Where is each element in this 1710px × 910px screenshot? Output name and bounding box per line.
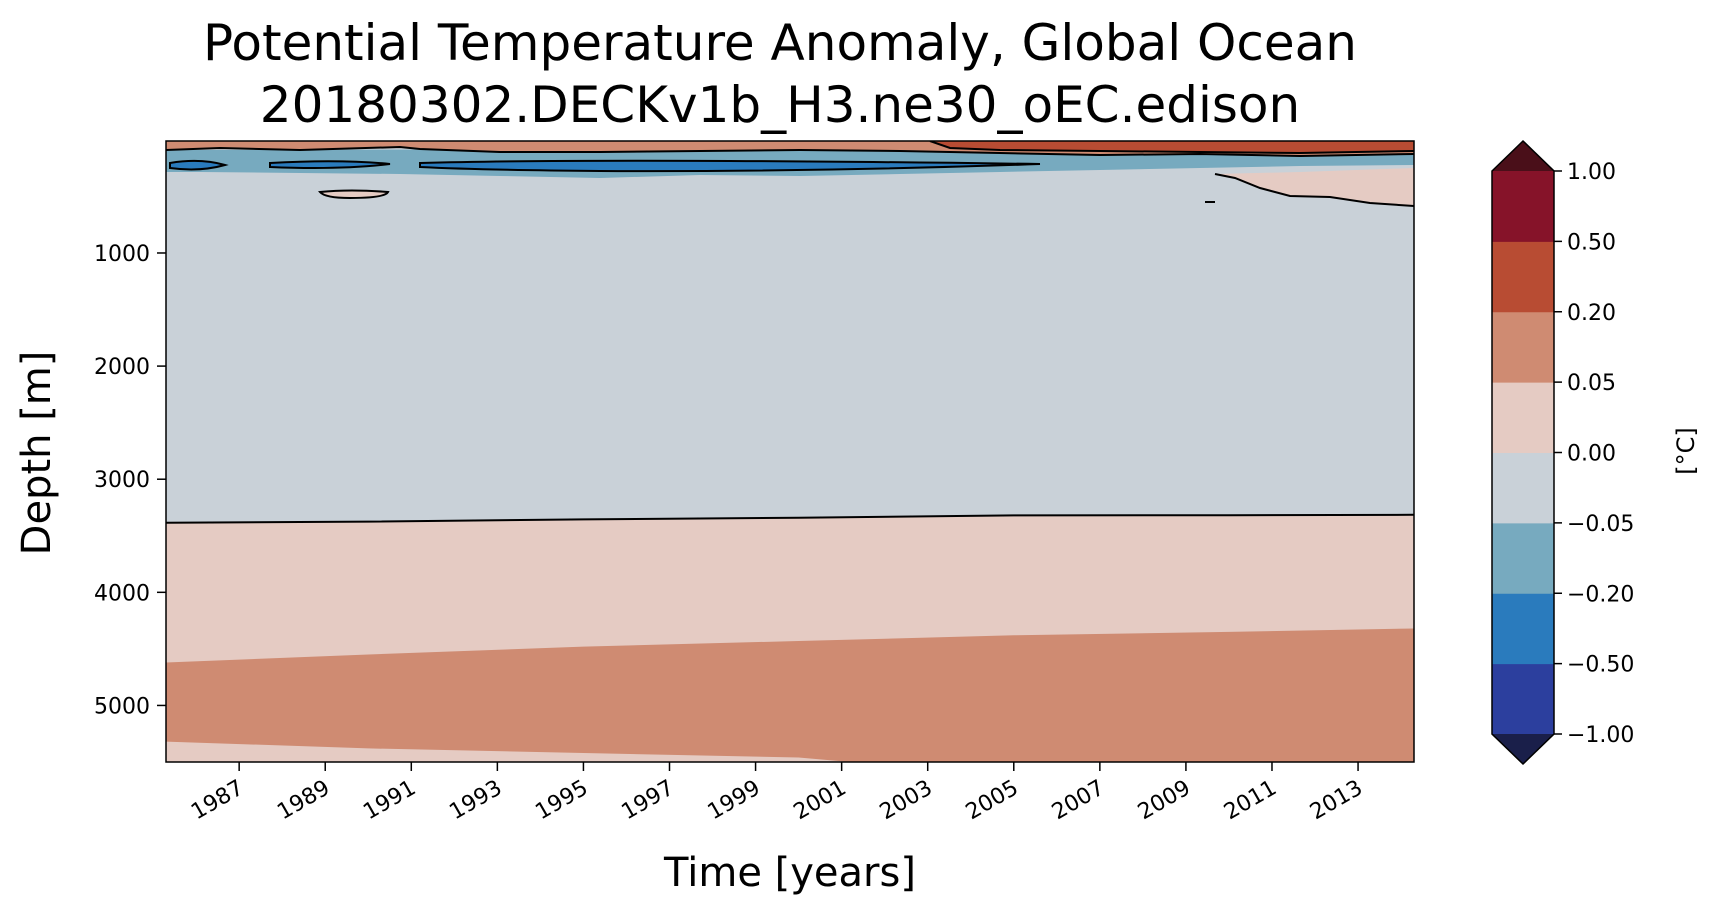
colorbar-over-extension xyxy=(1492,141,1554,171)
y-axis: 1000 2000 3000 4000 5000 xyxy=(94,242,166,719)
colorbar-segment xyxy=(1492,241,1554,313)
colorbar-under-extension xyxy=(1492,734,1554,764)
plot-frame xyxy=(165,140,1415,763)
x-tick-label: 2011 xyxy=(1220,776,1281,826)
chart-title-line1: Potential Temperature Anomaly, Global Oc… xyxy=(203,14,1357,72)
surface-contour-line xyxy=(169,159,229,171)
y-tick-label: 5000 xyxy=(94,694,150,719)
surface-contours xyxy=(166,141,1414,207)
region-warm-patch-2011 xyxy=(1215,168,1414,206)
colorbar-tick-label: 0.05 xyxy=(1567,371,1616,396)
region-deep-warm xyxy=(166,628,1414,762)
surface-contour-line xyxy=(269,160,391,169)
x-axis-label: Time [years] xyxy=(663,850,916,896)
surface-contour-line xyxy=(419,159,1041,173)
colorbar-segment xyxy=(1492,382,1554,453)
colorbar-tick-label: −0.20 xyxy=(1567,582,1634,607)
x-tick-label: 2003 xyxy=(876,776,937,826)
contour-line-zero xyxy=(166,513,1414,524)
surface-contour-line xyxy=(318,189,390,200)
y-tick-label: 1000 xyxy=(94,242,150,267)
x-tick-label: 1989 xyxy=(273,776,334,826)
surface-contour-line xyxy=(929,141,1414,155)
colorbar-tick-label: 0.50 xyxy=(1567,230,1616,255)
x-tick-label: 2005 xyxy=(962,776,1023,826)
x-tick-label: 1993 xyxy=(445,776,506,826)
y-tick-label: 2000 xyxy=(94,355,150,380)
x-tick-label: 1997 xyxy=(618,776,679,826)
colorbar-label: [°C] xyxy=(1672,427,1700,474)
colorbar-tick-label: −1.00 xyxy=(1567,723,1634,748)
colorbar-segment xyxy=(1492,311,1554,383)
y-tick-label: 4000 xyxy=(94,581,150,606)
x-tick-label: 2013 xyxy=(1306,776,1367,826)
colorbar-segment xyxy=(1492,171,1554,242)
colorbar-segment xyxy=(1492,593,1554,665)
y-tick-label: 3000 xyxy=(94,468,150,493)
colorbar: −1.00 −0.50 −0.20 −0.05 0.00 0.05 0.20 0.50 1.00 xyxy=(1491,139,1634,766)
colorbar-segment xyxy=(1492,452,1554,524)
colorbar-tick-label: −0.05 xyxy=(1567,512,1634,537)
x-tick-label: 1991 xyxy=(359,776,420,826)
surface-contour-line xyxy=(1214,173,1414,207)
colorbar-tick-label: 0.20 xyxy=(1567,301,1616,326)
surface-contour-line xyxy=(166,145,1414,158)
colorbar-segment xyxy=(1492,522,1554,594)
y-axis-label: Depth [m] xyxy=(14,351,60,556)
surface-layers xyxy=(166,141,1414,206)
colorbar-tick-label: 1.00 xyxy=(1567,160,1616,185)
x-tick-label: 2001 xyxy=(790,776,851,826)
x-tick-label: 1987 xyxy=(187,776,248,826)
plot-area xyxy=(166,141,1414,762)
region-warm-patch-1989 xyxy=(320,190,388,198)
x-tick-label: 2009 xyxy=(1134,776,1195,826)
x-tick-label: 2007 xyxy=(1048,776,1109,826)
x-axis: 1987 1989 1991 1993 1995 1997 1999 2001 2003 2005… xyxy=(187,762,1367,825)
x-tick-label: 1999 xyxy=(704,776,765,826)
colorbar-tick-label: 0.00 xyxy=(1567,442,1616,467)
colorbar-segment xyxy=(1492,663,1554,735)
chart-title-line2: 20180302.DECKv1b_H3.ne30_oEC.edison xyxy=(260,76,1300,134)
colorbar-tick-label: −0.50 xyxy=(1567,653,1634,678)
x-tick-label: 1995 xyxy=(531,776,592,826)
